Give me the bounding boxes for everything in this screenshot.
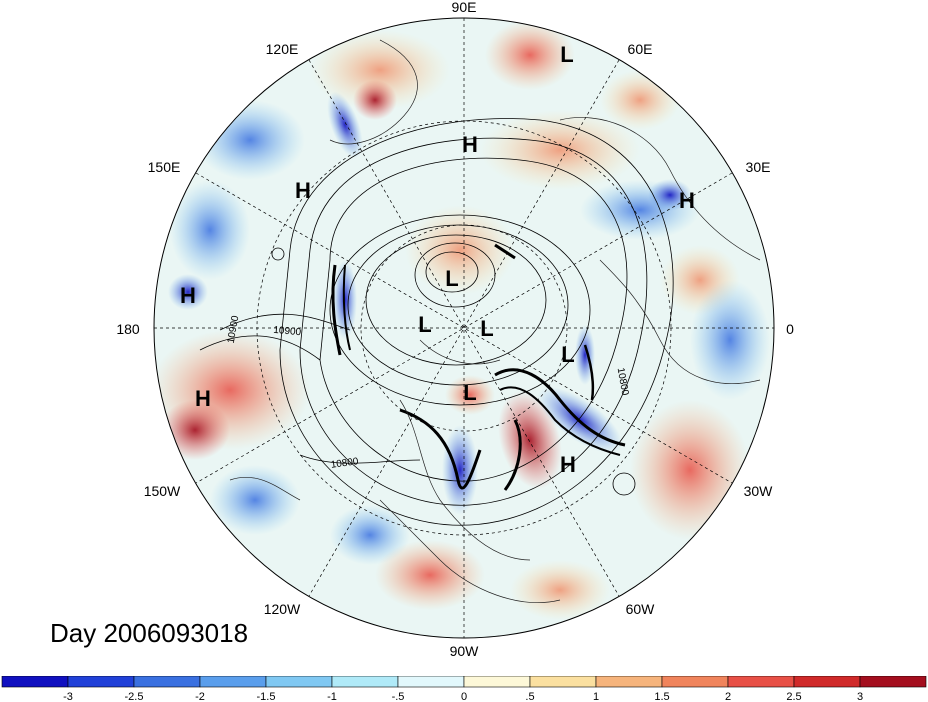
- longitude-label: 120E: [266, 41, 299, 57]
- high-pressure-marker: H: [679, 188, 695, 213]
- colorbar-tick-label: -.5: [392, 691, 405, 702]
- colorbar-tick-label: 2: [725, 691, 731, 702]
- colorbar-tick-label: 1.5: [654, 691, 669, 702]
- longitude-label: 60E: [628, 41, 653, 57]
- colorbar-tick-label: 0: [461, 691, 467, 702]
- longitude-label: 30W: [744, 483, 774, 499]
- height-contours: [199, 118, 674, 526]
- colorbar-swatch: [1, 676, 69, 688]
- coastlines: [229, 39, 761, 603]
- colorbar-tick-label: -2: [195, 691, 205, 702]
- colorbar-tick-label: -3: [63, 691, 73, 702]
- high-pressure-marker: H: [560, 452, 576, 477]
- low-pressure-marker: L: [463, 380, 476, 405]
- contour-label: 10900: [226, 314, 242, 344]
- longitude-label: 150W: [144, 483, 181, 499]
- colorbar-swatch: [265, 676, 333, 688]
- polar-map: 90E 60E 30E 0 30W 60W 90W 120W 150W 180 150E 120E L…: [116, 0, 794, 659]
- longitude-label: 30E: [746, 159, 771, 175]
- contour-label: 10800: [330, 456, 360, 471]
- colorbar-tick-label: 3: [857, 691, 863, 702]
- longitude-label: 120W: [264, 601, 301, 617]
- colorbar-tick-label: 1: [593, 691, 599, 702]
- colorbar-swatch: [727, 676, 795, 688]
- colorbar-tick-label: -1.5: [257, 691, 276, 702]
- colorbar-swatch: [397, 676, 465, 688]
- longitude-label: 180: [116, 321, 140, 337]
- high-pressure-marker: H: [180, 283, 196, 308]
- colorbar-tick-label: -2.5: [125, 691, 144, 702]
- colorbar-swatch: [529, 676, 597, 688]
- contour-label: 10800: [615, 367, 631, 397]
- colorbar-swatch: [859, 676, 927, 688]
- colorbar-swatch: [67, 676, 135, 688]
- colorbar-tick-label: -1: [327, 691, 337, 702]
- colorbar-swatch: [661, 676, 729, 688]
- high-pressure-marker: H: [195, 386, 211, 411]
- colorbar-swatch: [133, 676, 201, 688]
- colorbar-swatch: [199, 676, 267, 688]
- low-pressure-marker: L: [445, 266, 458, 291]
- longitude-label: 0: [786, 321, 794, 337]
- map-boundary: [153, 17, 775, 639]
- colorbar-swatch: [595, 676, 663, 688]
- high-pressure-marker: H: [462, 132, 478, 157]
- low-pressure-marker: L: [561, 342, 574, 367]
- low-pressure-marker: L: [480, 316, 493, 341]
- colorbar-swatch: [331, 676, 399, 688]
- colorbar-swatch: [793, 676, 861, 688]
- longitude-label: 150E: [148, 159, 181, 175]
- colorbar: -3 -2.5 -2 -1.5 -1 -.5 0 .5 1 1.5 2 2.5 3: [1, 676, 927, 702]
- longitude-label: 90E: [452, 0, 477, 15]
- longitude-label: 60W: [626, 601, 656, 617]
- colorbar-swatch: [463, 676, 531, 688]
- anomaly-field: [154, 18, 774, 638]
- high-pressure-marker: H: [295, 178, 311, 203]
- low-pressure-marker: L: [560, 42, 573, 67]
- date-title: Day 2006093018: [50, 618, 249, 648]
- low-pressure-marker: L: [418, 312, 431, 337]
- contour-label: 10900: [273, 325, 302, 338]
- graticule: [154, 18, 774, 638]
- longitude-label: 90W: [450, 643, 480, 659]
- colorbar-tick-label: 2.5: [786, 691, 801, 702]
- colorbar-tick-label: .5: [525, 691, 534, 702]
